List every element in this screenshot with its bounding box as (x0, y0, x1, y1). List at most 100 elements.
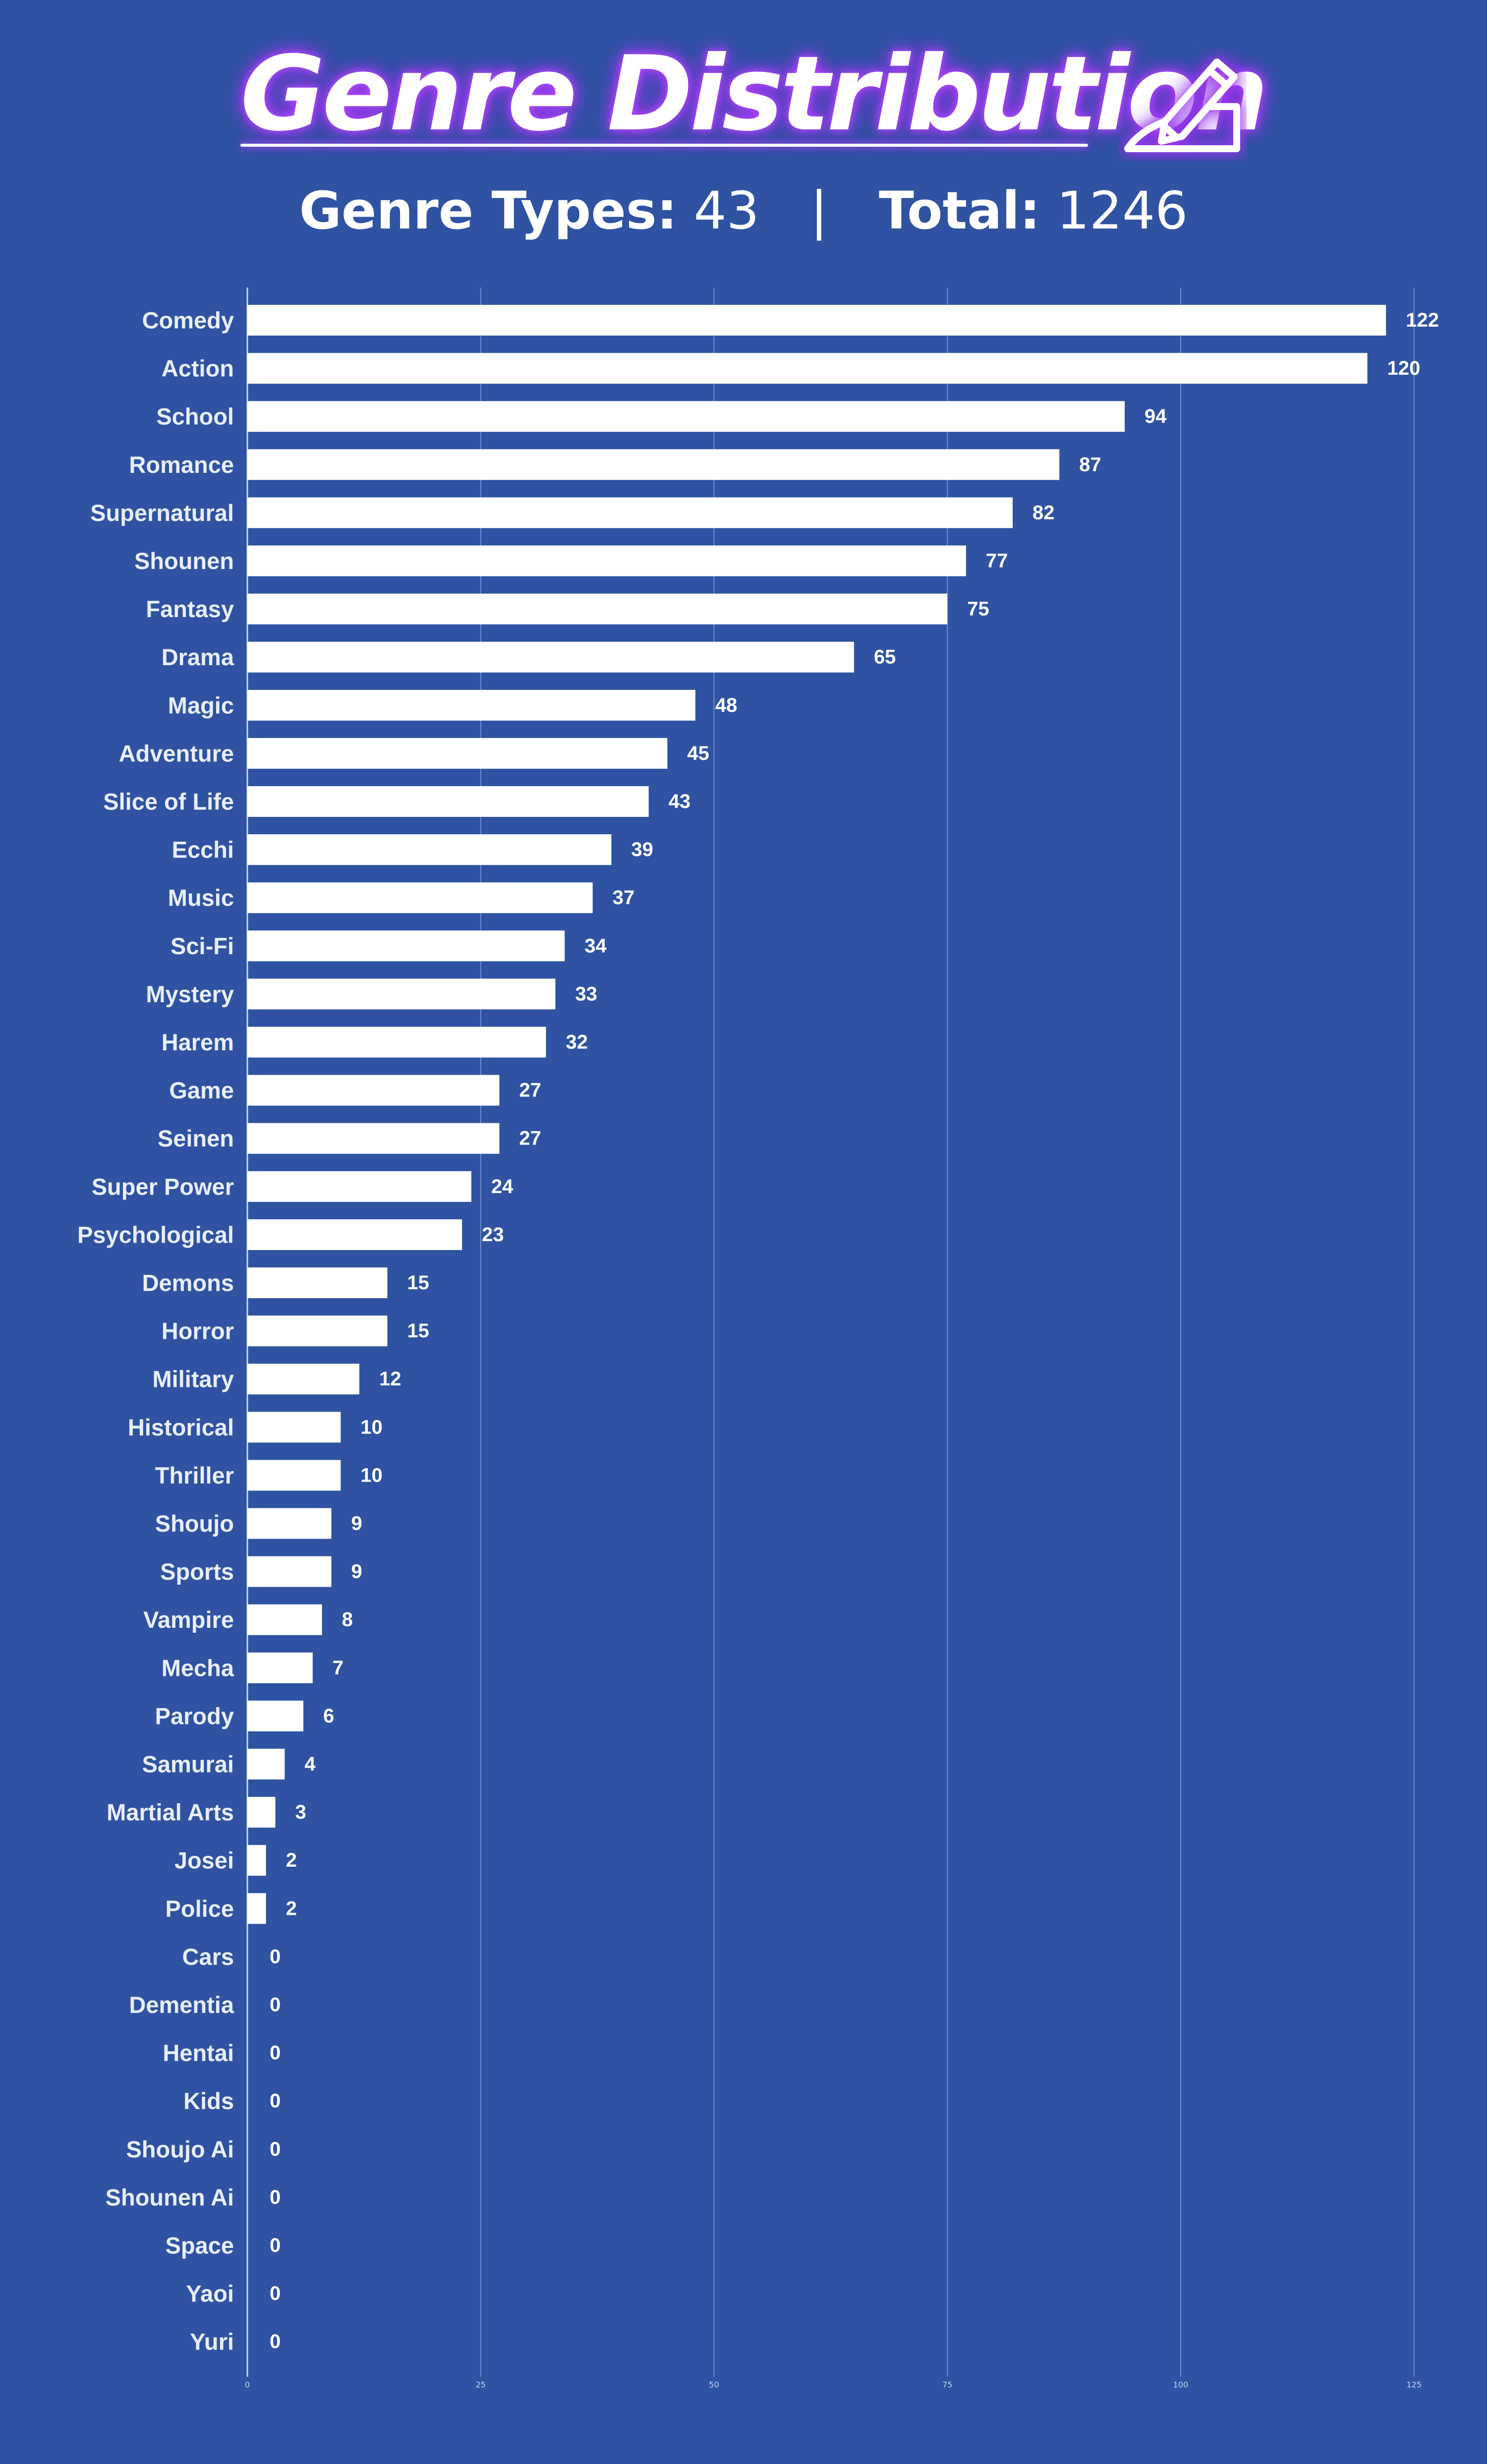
category-labels: Comedy Action School Romance Supernatural Sho… (77, 307, 234, 2355)
value-label: 9 (351, 1513, 362, 1535)
value-label: 43 (669, 791, 691, 812)
value-label: 65 (874, 646, 896, 668)
category-label: Martial Arts (107, 1799, 234, 1826)
category-label: Horror (162, 1318, 234, 1344)
value-label: 0 (270, 2235, 281, 2256)
value-labels: 1221209487827775654845433937343332272724… (270, 309, 1439, 2352)
category-label: Seinen (158, 1125, 234, 1151)
gridlines (246, 287, 1415, 2377)
bar (247, 1316, 388, 1347)
category-label: Ecchi (172, 837, 234, 863)
category-label: Military (152, 1366, 234, 1392)
value-label: 3 (295, 1801, 306, 1823)
x-tick-label: 50 (709, 2380, 719, 2390)
x-tick-label: 25 (476, 2380, 486, 2390)
value-label: 6 (323, 1705, 334, 1727)
category-label: Shoujo Ai (126, 2136, 234, 2162)
value-label: 87 (1079, 454, 1101, 475)
category-label: Hentai (163, 2040, 234, 2066)
bar (247, 1893, 266, 1924)
title-underline (240, 144, 1088, 147)
chart-title: Genre Distribution (240, 34, 1268, 154)
category-label: Romance (129, 452, 234, 478)
category-label: Space (166, 2233, 234, 2259)
bar (247, 1460, 341, 1491)
bar (247, 1123, 500, 1154)
category-label: Samurai (142, 1751, 234, 1777)
value-label: 15 (407, 1320, 429, 1342)
category-label: Comedy (142, 307, 234, 334)
bar (247, 401, 1125, 432)
category-label: Sci-Fi (171, 933, 234, 959)
value-label: 2 (286, 1897, 297, 1919)
bar (247, 1700, 303, 1731)
category-label: Magic (168, 692, 234, 718)
bar (247, 353, 1368, 384)
category-label: Shounen Ai (106, 2184, 234, 2210)
value-label: 0 (270, 2090, 281, 2112)
value-label: 7 (333, 1657, 343, 1679)
bar (247, 1845, 266, 1876)
bar (247, 1556, 332, 1587)
value-label: 12 (379, 1368, 401, 1390)
category-label: Thriller (155, 1462, 234, 1489)
category-label: Drama (162, 644, 234, 670)
value-label: 75 (967, 598, 989, 620)
category-label: Parody (155, 1703, 234, 1729)
bar (247, 497, 1013, 528)
category-label: Shounen (134, 548, 234, 574)
value-label: 15 (407, 1272, 429, 1294)
bar (247, 1219, 462, 1250)
value-label: 8 (342, 1609, 353, 1631)
x-tick-label: 100 (1173, 2380, 1189, 2390)
bars (247, 305, 1386, 1924)
bar (247, 786, 649, 817)
bar (247, 593, 948, 625)
value-label: 10 (360, 1464, 383, 1486)
category-label: Supernatural (90, 500, 234, 526)
total-label: Total: (878, 180, 1040, 241)
bar (247, 1508, 332, 1539)
category-label: Slice of Life (103, 789, 234, 815)
value-label: 2 (286, 1849, 297, 1871)
category-label: Fantasy (146, 596, 234, 622)
value-label: 0 (270, 2283, 281, 2304)
bar (247, 641, 854, 673)
category-label: Dementia (129, 1992, 234, 2018)
category-label: Kids (183, 2088, 234, 2114)
category-label: Mystery (146, 981, 234, 1007)
bar (247, 1267, 388, 1298)
bar (247, 1749, 285, 1779)
value-label: 0 (270, 2331, 281, 2352)
category-label: Music (168, 885, 234, 911)
category-label: Yaoi (186, 2281, 234, 2307)
value-label: 39 (631, 839, 653, 860)
x-tick-label: 75 (942, 2380, 952, 2390)
bar (247, 545, 966, 576)
value-label: 122 (1406, 309, 1439, 331)
category-label: Adventure (119, 740, 234, 766)
category-label: Harem (162, 1029, 234, 1055)
category-label: Yuri (190, 2329, 234, 2355)
category-label: Action (162, 355, 234, 382)
x-tick-label: 125 (1406, 2380, 1422, 2390)
value-label: 27 (519, 1128, 541, 1149)
value-label: 24 (491, 1176, 514, 1198)
value-label: 0 (270, 2186, 281, 2208)
bar (247, 1604, 322, 1635)
value-label: 0 (270, 1946, 281, 1967)
value-label: 34 (584, 935, 607, 957)
chart-header: Genre Distribution Genre Types: 43 | Tot… (0, 0, 1487, 258)
category-label: School (156, 403, 234, 430)
bar (247, 834, 612, 865)
category-label: Sports (160, 1558, 234, 1585)
bar (247, 1412, 341, 1443)
category-label: Vampire (143, 1606, 234, 1633)
bar (247, 449, 1060, 480)
bar (247, 1652, 313, 1683)
category-label: Shoujo (155, 1510, 234, 1537)
bar (247, 738, 668, 769)
value-label: 0 (270, 2042, 281, 2064)
bar (247, 689, 695, 721)
